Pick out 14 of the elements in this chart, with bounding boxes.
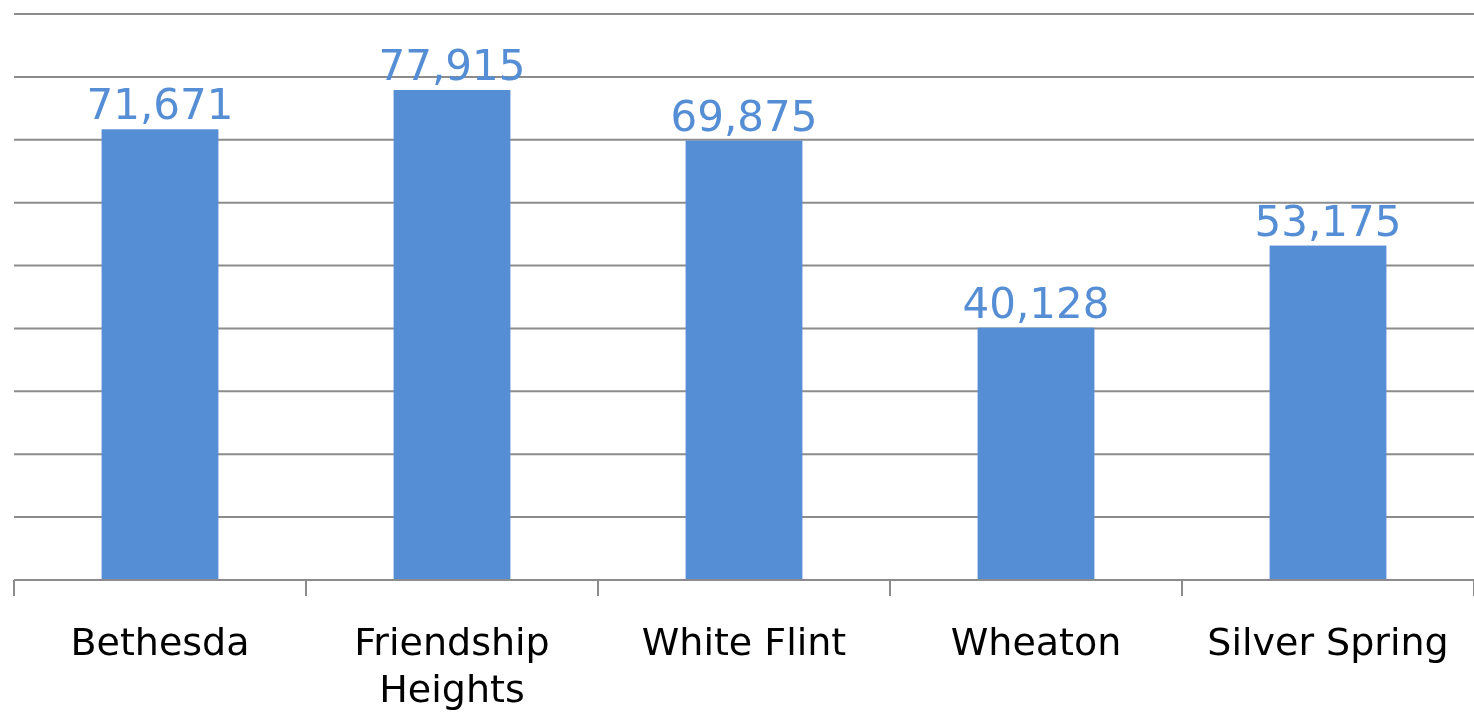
data-label: 53,175 [1254,196,1402,246]
bar [977,327,1095,580]
x-tick-label: White Flint [641,620,847,664]
bar [101,129,219,580]
bar [1269,245,1387,580]
bar [685,140,803,580]
bar [393,90,511,580]
x-tick-label: Bethesda [70,620,250,664]
data-label: 71,671 [86,80,234,130]
x-tick-label: Silver Spring [1207,620,1449,664]
x-tick-label: Wheaton [950,620,1122,664]
data-label: 40,128 [962,278,1110,328]
x-tick-label: Friendship Heights [354,620,550,711]
data-label: 69,875 [670,91,818,141]
